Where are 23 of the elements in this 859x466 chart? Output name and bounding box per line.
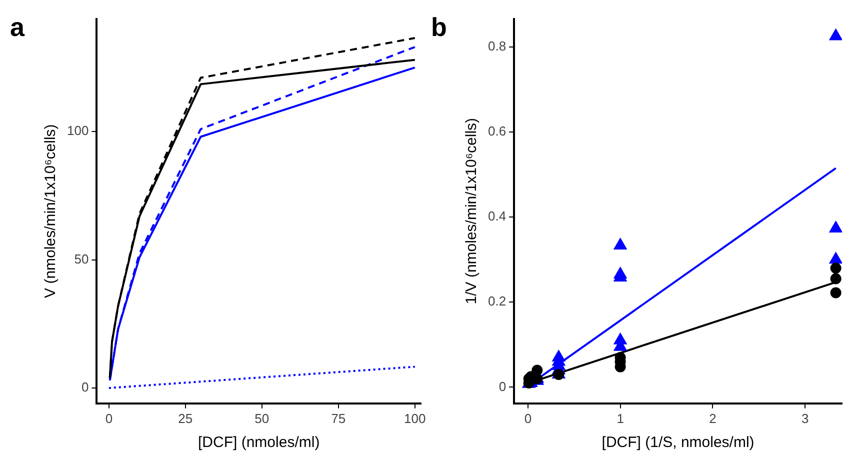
- y-tick-label: 0.6: [488, 124, 506, 139]
- y-tick-label: 0.4: [488, 208, 506, 224]
- y-axis-title: 1/V (nmoles/min/1x10⁶cells): [463, 118, 480, 304]
- x-tick-label: 2: [709, 410, 716, 426]
- y-axis-title: V (nmoles/min/1x10⁶cells): [42, 124, 60, 298]
- y-tick-label: 100: [66, 123, 89, 138]
- x-tick-label: 50: [254, 410, 270, 426]
- x-tick-label: 0: [105, 410, 113, 426]
- x-tick-label: 0: [524, 410, 532, 426]
- text: b: [431, 12, 447, 42]
- x-tick-label: 1: [616, 410, 624, 426]
- text: a: [10, 12, 25, 42]
- y-tick-label: 50: [74, 251, 89, 266]
- y-tick-label: 0.8: [488, 38, 506, 54]
- x-tick-label: 3: [801, 410, 809, 426]
- y-tick-label: 0: [81, 380, 89, 395]
- x-axis-title: [DCF] (1/S, nmoles/ml): [602, 434, 754, 452]
- x-tick-label: 25: [178, 410, 193, 426]
- y-tick-label: 0: [498, 378, 506, 394]
- y-tick-label: 0.2: [488, 294, 506, 309]
- x-tick-label: 75: [331, 410, 346, 426]
- x-tick-label: 100: [404, 410, 426, 426]
- x-axis-title: [DCF] (nmoles/ml): [198, 434, 320, 452]
